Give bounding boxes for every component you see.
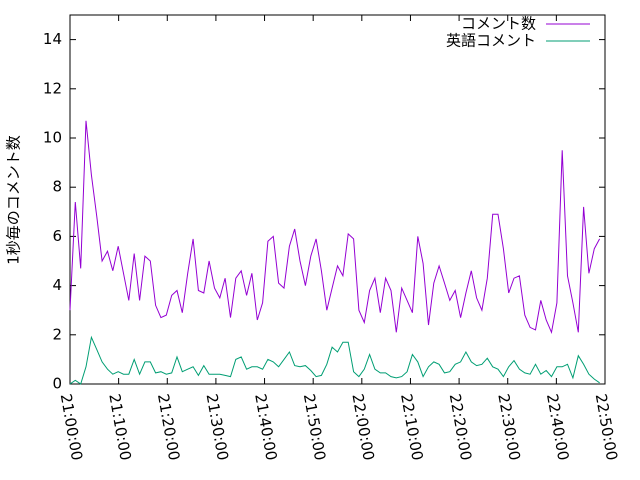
x-tick-label: 22:30:00: [494, 392, 523, 461]
y-tick-label: 0: [52, 375, 62, 393]
x-tick-label: 22:20:00: [446, 392, 475, 461]
y-tick-label: 2: [52, 325, 62, 343]
x-tick-label: 21:20:00: [154, 392, 183, 461]
y-tick-label: 4: [52, 276, 62, 294]
y-axis-label: 1秒毎のコメント数: [5, 135, 23, 265]
y-tick-label: 14: [43, 30, 62, 48]
y-tick-label: 12: [43, 79, 62, 97]
series-line: [69, 335, 600, 385]
legend-label: コメント数: [461, 15, 536, 33]
x-tick-label: 22:00:00: [348, 392, 377, 461]
legend-label: 英語コメント: [446, 32, 536, 50]
x-tick-label: 21:30:00: [203, 392, 232, 461]
x-tick-label: 21:50:00: [300, 392, 329, 461]
x-tick-label: 22:40:00: [543, 392, 572, 461]
x-tick-label: 21:10:00: [105, 392, 134, 461]
x-tick-label: 22:50:00: [592, 392, 621, 461]
x-tick-label: 22:10:00: [397, 392, 426, 461]
x-tick-label: 21:00:00: [57, 392, 86, 461]
series-line: [69, 120, 601, 335]
y-tick-label: 6: [52, 227, 62, 245]
y-tick-label: 10: [43, 129, 62, 147]
plot-frame: [69, 14, 606, 385]
y-tick-label: 8: [52, 178, 62, 196]
x-tick-label: 21:40:00: [251, 392, 280, 461]
